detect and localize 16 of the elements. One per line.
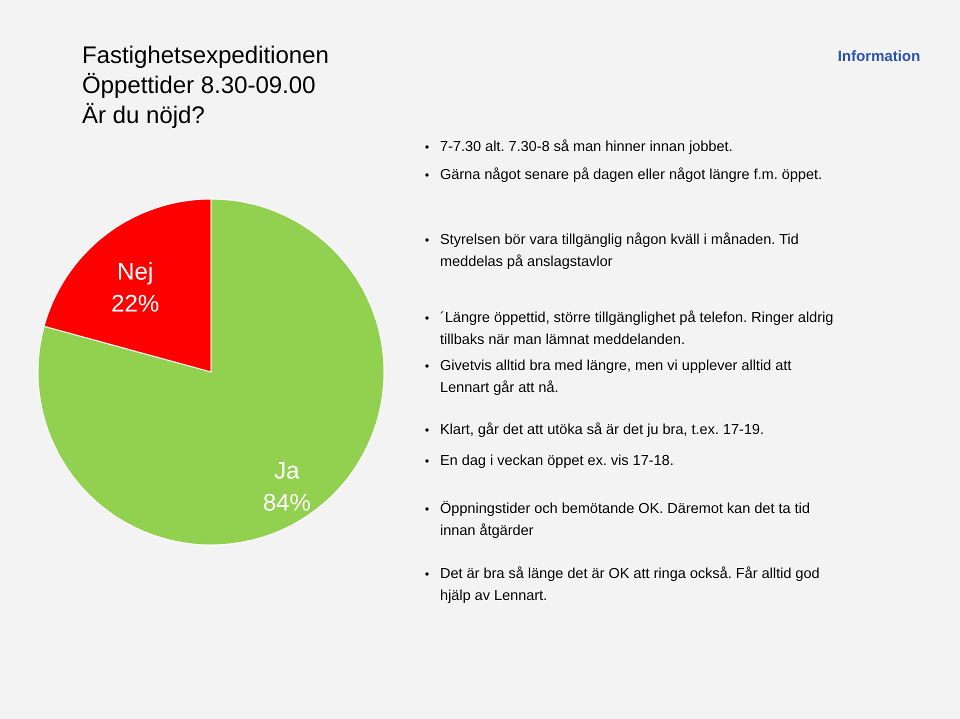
chart-title: Fastighetsexpeditionen Öppettider 8.30-09.00 Är du nöjd? [82,42,329,129]
data-label: 84% [262,489,311,516]
text: Det är bra så länge det är OK att ringa också. Får alltid god hjälp av Lennart. [440,566,820,604]
slice-label: Nej [117,258,154,286]
slice-label: Ja [274,457,300,484]
text: Gärna något senare på dagen eller något längre f.m. öppet. [440,167,822,183]
pie-slice [38,198,384,546]
text: Öppningstider och bemötande OK. Däremot kan det ta tid innan åtgärder [440,500,810,539]
data-label: 22% [111,290,160,318]
text: Styrelsen bör vara tillgänglig någon kväll i månaden. Tid meddelas på anslagstavlor [440,232,799,270]
text: 7-7.30 alt. 7.30-8 så man hinner innan jobbet. [440,139,733,155]
text: Givetvis alltid bra med längre, men vi upplever alltid att Lennart går att nå. [440,358,792,396]
text: En dag i veckan öppet ex. vis 17-18. [440,453,674,469]
text: Klart, går det att utöka så är det ju bra, t.ex. 17-19. [440,422,764,438]
text: ´Längre öppettid, större tillgänglighet på telefon. Ringer aldrig tillbaks när man lämnat meddelanden. [440,310,834,348]
text: Information [838,48,920,65]
